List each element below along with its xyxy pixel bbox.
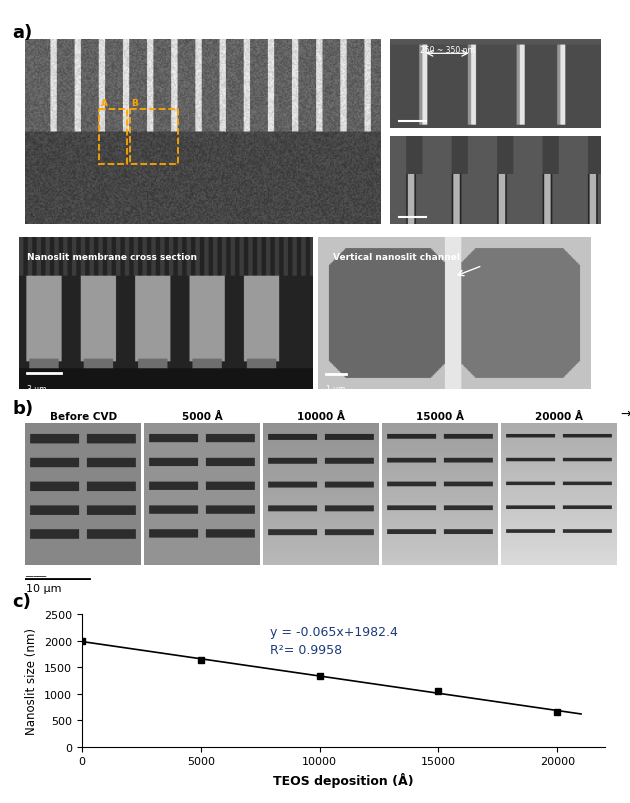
Text: 5000 Å: 5000 Å bbox=[182, 411, 222, 422]
Text: 250 ~ 350 nm: 250 ~ 350 nm bbox=[420, 47, 475, 55]
Text: 20000 Å: 20000 Å bbox=[536, 411, 583, 422]
Text: ─────: ───── bbox=[25, 573, 47, 579]
Text: b): b) bbox=[13, 399, 34, 417]
Text: →: → bbox=[621, 407, 630, 420]
Text: 6 μm: 6 μm bbox=[399, 128, 418, 137]
X-axis label: TEOS deposition (Å): TEOS deposition (Å) bbox=[273, 772, 414, 787]
Text: 1 μm: 1 μm bbox=[326, 385, 345, 393]
Y-axis label: Nanoslit size (nm): Nanoslit size (nm) bbox=[25, 627, 38, 734]
Text: 10 μm: 10 μm bbox=[26, 583, 62, 593]
Text: Vertical nanoslit channel: Vertical nanoslit channel bbox=[333, 252, 460, 262]
Text: B: B bbox=[131, 99, 138, 108]
Text: 10000 Å: 10000 Å bbox=[297, 411, 345, 422]
Text: Nanoslit membrane cross section: Nanoslit membrane cross section bbox=[27, 252, 197, 262]
Text: 60 μm: 60 μm bbox=[399, 223, 423, 232]
Text: R²= 0.9958: R²= 0.9958 bbox=[270, 643, 342, 656]
Text: 3 μm: 3 μm bbox=[27, 385, 47, 393]
Text: c): c) bbox=[13, 592, 32, 609]
Bar bbox=[130, 110, 178, 165]
Text: a): a) bbox=[13, 24, 33, 42]
Text: A: A bbox=[101, 99, 108, 108]
Text: y = -0.065x+1982.4: y = -0.065x+1982.4 bbox=[270, 625, 398, 638]
Text: 15000 Å: 15000 Å bbox=[416, 411, 464, 422]
Bar bbox=[100, 110, 127, 165]
Text: Before CVD: Before CVD bbox=[50, 412, 117, 422]
